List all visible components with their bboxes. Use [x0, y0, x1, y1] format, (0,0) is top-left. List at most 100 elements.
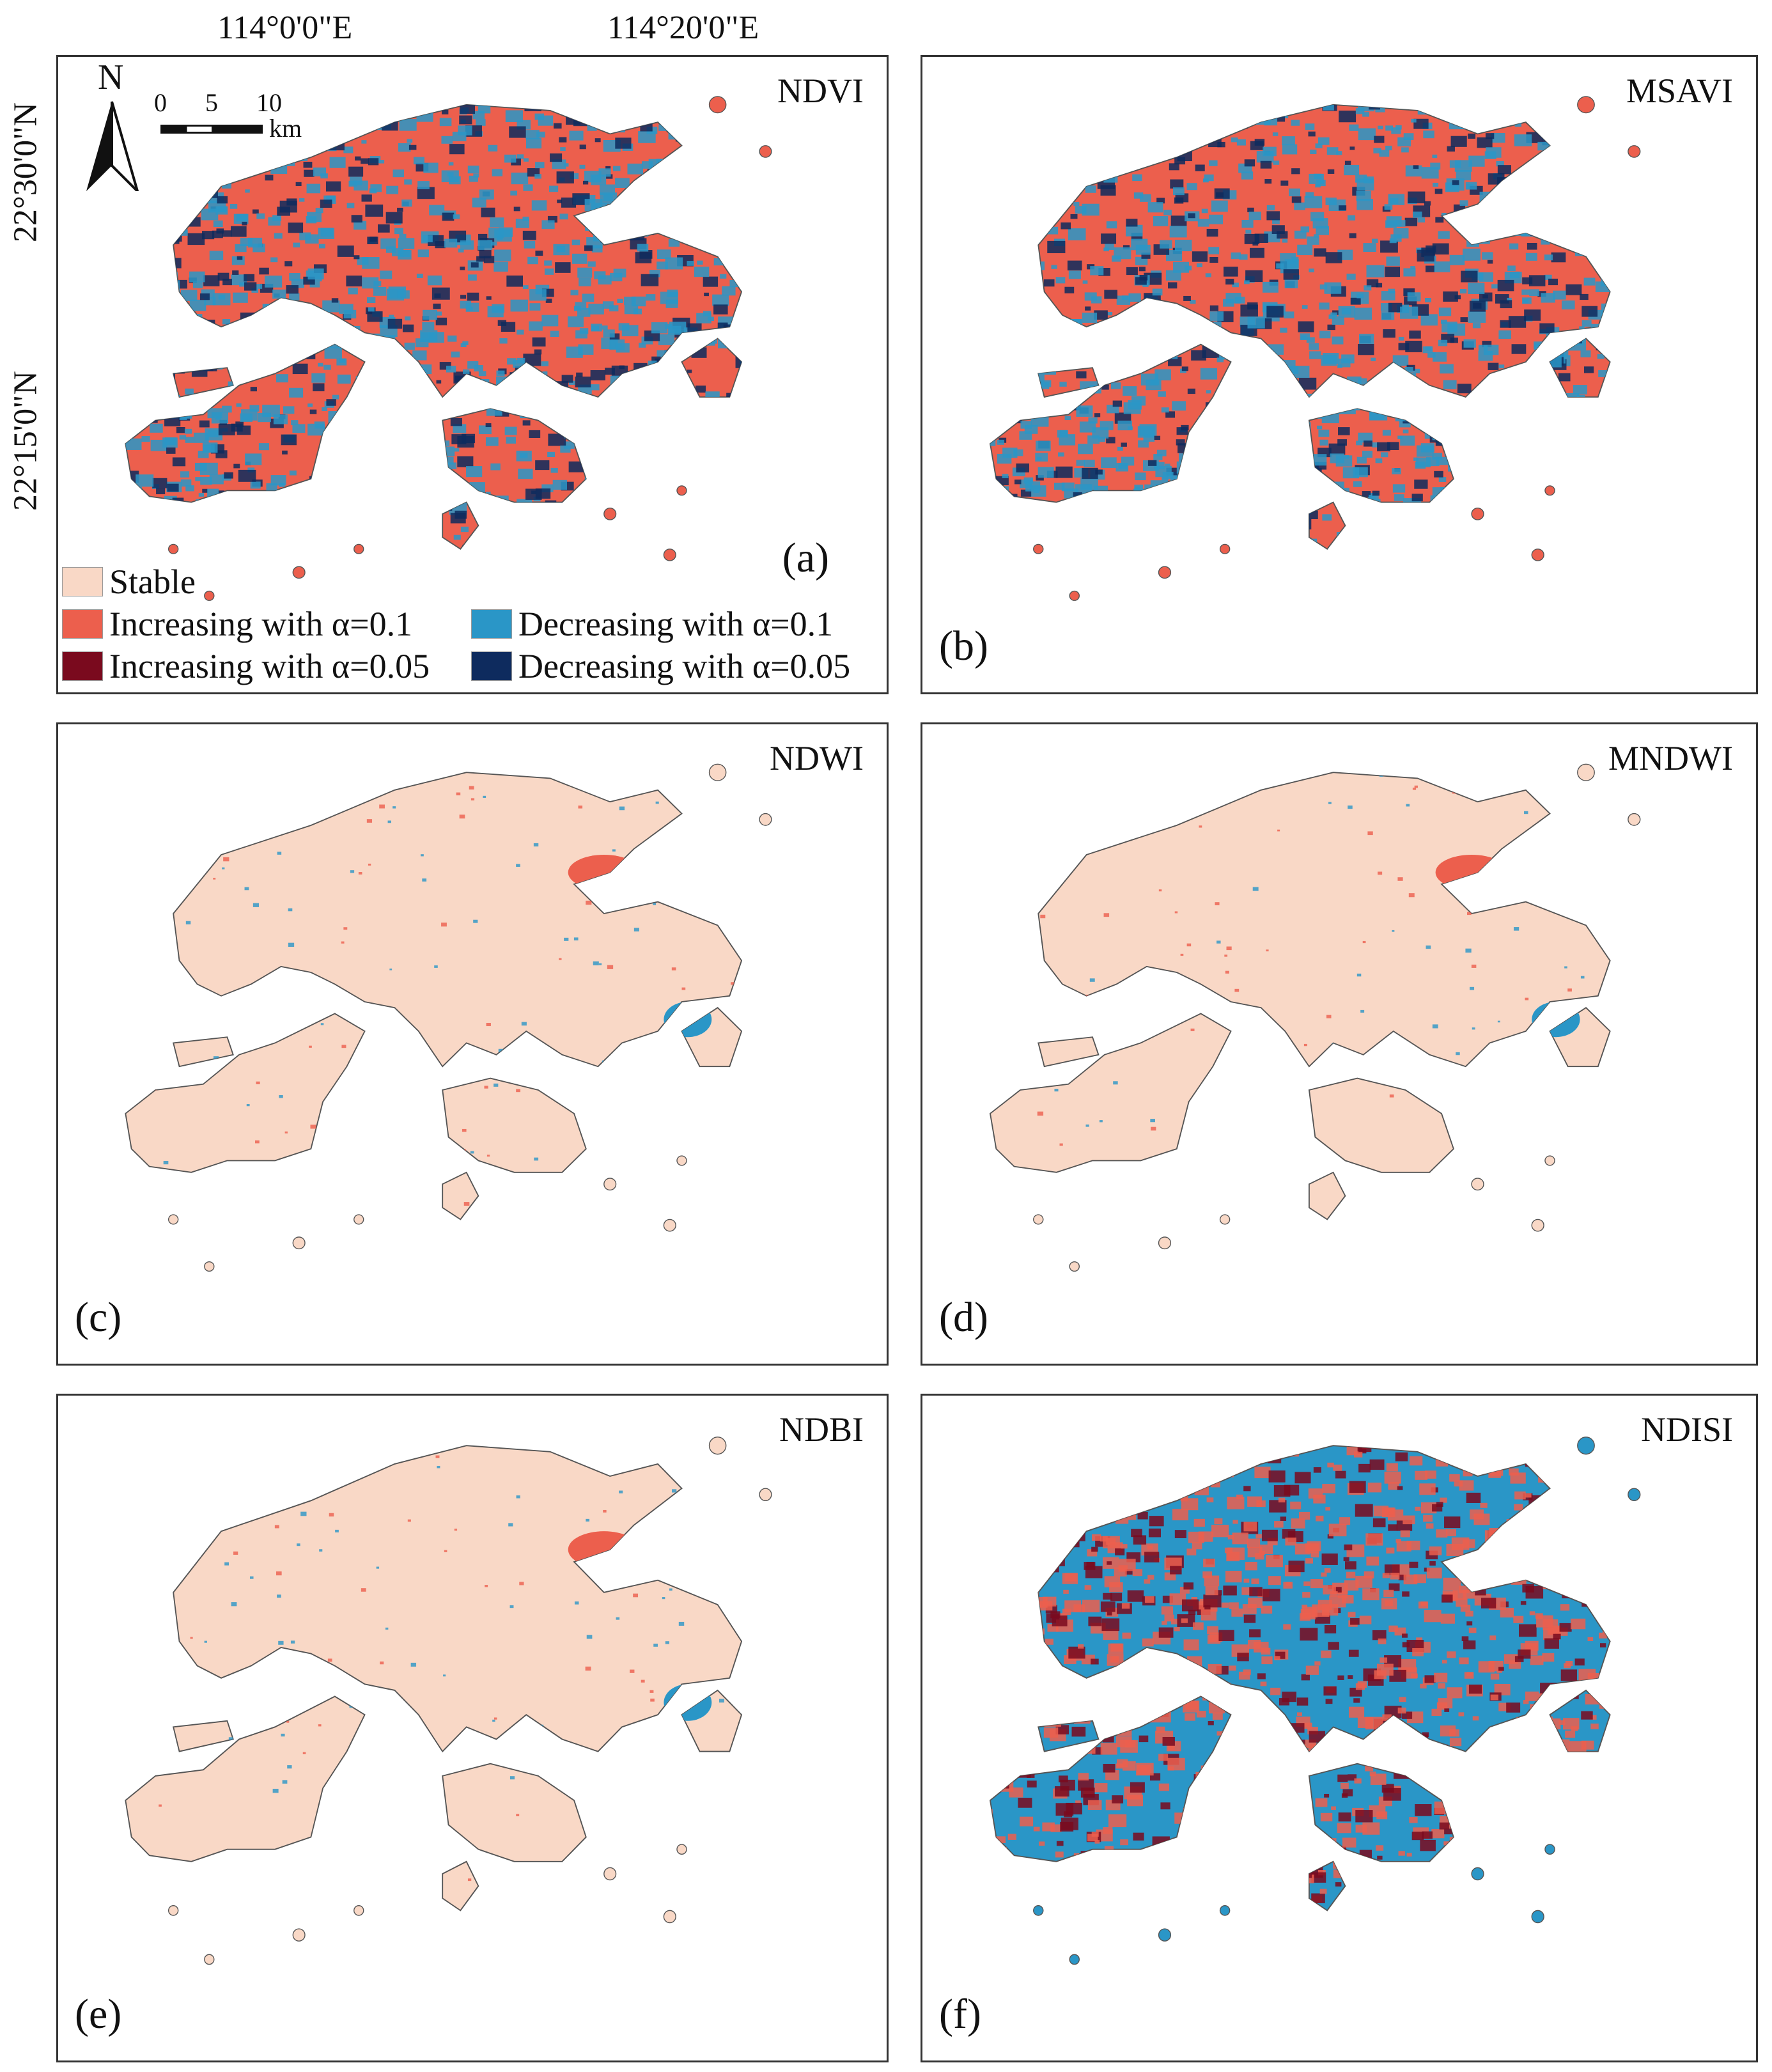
change-pixel [1578, 425, 1583, 429]
change-pixel [1425, 1217, 1428, 1219]
change-pixel [289, 273, 300, 281]
change-pixel [997, 1726, 1015, 1740]
change-pixel [388, 476, 400, 485]
change-pixel [404, 104, 421, 116]
change-pixel [421, 854, 424, 857]
change-pixel [1043, 1727, 1059, 1738]
change-pixel [1133, 1663, 1151, 1677]
change-pixel [1492, 490, 1510, 502]
change-pixel [1325, 1699, 1333, 1704]
change-pixel [644, 228, 655, 235]
change-pixel [1400, 1530, 1410, 1538]
change-pixel [1440, 1497, 1447, 1503]
change-pixel [1277, 1749, 1291, 1759]
change-pixel [1493, 1850, 1507, 1860]
change-pixel [666, 517, 674, 523]
change-pixel [1081, 561, 1092, 568]
change-pixel [1367, 1483, 1382, 1493]
change-pixel [453, 214, 460, 219]
change-pixel [1236, 530, 1245, 536]
change-pixel [1582, 1580, 1590, 1586]
change-pixel [423, 473, 440, 485]
panel-label-e: (e) [75, 1991, 122, 2037]
change-pixel [1133, 192, 1144, 199]
change-pixel [1576, 203, 1594, 216]
change-pixel [1478, 345, 1488, 352]
change-pixel [1618, 1558, 1628, 1565]
change-pixel [1218, 430, 1231, 438]
change-pixel [203, 275, 220, 286]
change-pixel [1195, 164, 1205, 171]
change-pixel [258, 443, 270, 451]
change-pixel [1396, 385, 1406, 392]
change-pixel [1008, 1530, 1014, 1534]
change-pixel [564, 937, 569, 941]
change-pixel [1067, 260, 1082, 270]
change-pixel [1197, 124, 1206, 130]
change-pixel [1341, 538, 1357, 549]
change-pixel [1375, 499, 1381, 502]
change-pixel [735, 1667, 738, 1669]
change-pixel [1270, 560, 1281, 567]
change-pixel [751, 106, 768, 118]
change-pixel [1199, 420, 1213, 430]
change-pixel [1348, 1612, 1356, 1617]
change-pixel [495, 510, 502, 515]
change-pixel [1278, 1497, 1286, 1503]
change-pixel [1180, 953, 1184, 956]
change-pixel [1486, 1903, 1494, 1909]
change-pixel [568, 106, 577, 113]
change-pixel [1332, 487, 1349, 499]
change-pixel [325, 181, 341, 192]
change-pixel [685, 420, 704, 433]
change-pixel [998, 1749, 1011, 1759]
change-pixel [478, 371, 486, 377]
change-pixel [490, 217, 504, 228]
change-pixel [1334, 1759, 1342, 1765]
change-pixel [1381, 1923, 1386, 1926]
change-pixel [1389, 198, 1399, 204]
change-pixel [1337, 1823, 1351, 1834]
change-pixel [1436, 408, 1448, 417]
change-pixel [1346, 388, 1359, 397]
change-pixel [1112, 400, 1123, 407]
change-pixel [1360, 1009, 1365, 1013]
change-pixel [380, 238, 396, 249]
change-pixel [1260, 1681, 1267, 1686]
change-pixel [230, 361, 249, 374]
change-pixel [286, 1720, 290, 1723]
change-pixel [385, 1627, 389, 1630]
change-pixel [1018, 362, 1033, 372]
change-pixel [1433, 182, 1439, 187]
change-pixel [1478, 351, 1493, 361]
change-pixel [1386, 1463, 1398, 1472]
change-pixel [681, 987, 686, 990]
change-pixel [1454, 1151, 1459, 1155]
change-pixel [1425, 346, 1432, 351]
change-pixel [194, 432, 209, 443]
change-pixel [1158, 1754, 1169, 1761]
change-pixel [1269, 1500, 1287, 1513]
change-pixel [408, 144, 417, 150]
change-pixel [1218, 1758, 1226, 1764]
change-pixel [1082, 280, 1088, 284]
change-pixel [1573, 560, 1587, 570]
change-pixel [1434, 1906, 1448, 1911]
change-pixel [615, 137, 632, 149]
change-pixel [1442, 1860, 1452, 1867]
change-pixel [1047, 240, 1066, 254]
change-pixel [1609, 1079, 1610, 1082]
change-pixel [553, 244, 570, 256]
change-pixel [1280, 1721, 1286, 1725]
change-pixel [1020, 332, 1034, 341]
change-pixel [1597, 1770, 1610, 1783]
change-pixel [1309, 351, 1321, 359]
change-pixel [564, 518, 576, 526]
change-pixel [1263, 146, 1277, 157]
change-pixel [361, 456, 374, 466]
change-pixel [1601, 866, 1605, 869]
change-pixel [351, 215, 362, 223]
change-pixel [424, 550, 429, 553]
change-pixel [1348, 1774, 1357, 1781]
change-pixel [1485, 133, 1495, 139]
